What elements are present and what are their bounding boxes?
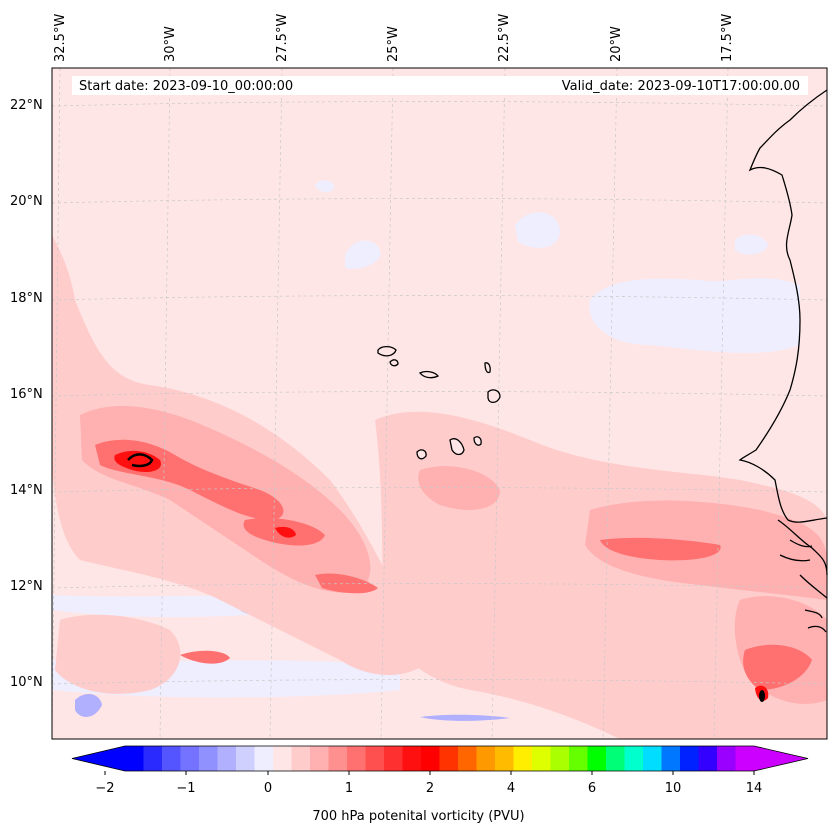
colorbar-swatch — [587, 746, 607, 771]
colorbar-swatch — [236, 746, 255, 771]
colorbar-swatch — [495, 746, 514, 771]
lat-label: 20°N — [10, 194, 43, 209]
valid-date-label: Valid_date: 2023-09-10T17:00:00.00 — [561, 79, 800, 94]
pv-positive-peak — [114, 450, 769, 701]
colorbar-outline — [71, 745, 809, 772]
colorbar-swatch — [143, 746, 163, 771]
colorbar-swatch — [624, 746, 644, 771]
colorbar-swatch — [273, 746, 292, 771]
colorbar-tick-label: 2 — [425, 781, 435, 796]
map-frame — [51, 67, 828, 740]
colorbar-swatch — [513, 746, 533, 771]
colorbar-extend-low — [72, 746, 125, 771]
lat-label: 18°N — [10, 291, 43, 306]
islands — [377, 345, 501, 460]
colorbar-swatch — [661, 746, 681, 771]
header-box — [72, 76, 808, 95]
colorbar-swatch — [199, 746, 218, 771]
colorbar-swatch — [569, 746, 588, 771]
lat-label: 12°N — [10, 579, 43, 594]
lon-label: 25°W — [386, 26, 401, 62]
pv-peak-contour — [127, 453, 154, 468]
colorbar-swatch — [458, 746, 477, 771]
lon-label: 32.5°W — [53, 13, 68, 62]
colorbar — [71, 745, 809, 775]
colorbar-tick-label: −1 — [176, 781, 196, 796]
colorbar-title: 700 hPa potenital vorticity (PVU) — [312, 809, 525, 824]
colorbar-swatch — [125, 746, 144, 771]
colorbar-swatch — [606, 746, 625, 771]
colorbar-swatch — [717, 746, 736, 771]
colorbar-swatch — [347, 746, 366, 771]
gridlines — [51, 67, 828, 740]
colorbar-tick-label: 4 — [506, 781, 516, 796]
colorbar-tick-label: −2 — [95, 781, 115, 796]
lon-label: 27.5°W — [275, 13, 290, 62]
colorbar-tick-label: 1 — [344, 781, 354, 796]
lat-label: 10°N — [10, 675, 43, 690]
colorbar-tick-label: 14 — [745, 781, 763, 796]
colorbar-swatch — [532, 746, 551, 771]
colorbar-swatch — [328, 746, 348, 771]
colorbar-swatch — [643, 746, 662, 771]
colorbar-swatch — [735, 746, 755, 771]
colorbar-tick-label: 6 — [587, 781, 597, 796]
colorbar-swatch — [217, 746, 237, 771]
pv-peak-marker — [759, 690, 765, 702]
colorbar-swatch — [550, 746, 570, 771]
colorbar-swatch — [310, 746, 329, 771]
colorbar-swatch — [439, 746, 459, 771]
lat-label: 22°N — [10, 98, 43, 113]
colorbar-extend-high — [754, 746, 808, 771]
lat-label: 16°N — [10, 387, 43, 402]
colorbar-swatch — [476, 746, 496, 771]
start-date-label: Start date: 2023-09-10_00:00:00 — [79, 79, 294, 94]
lon-label: 20°W — [609, 26, 624, 62]
colorbar-swatch — [291, 746, 311, 771]
lon-label: 30°W — [163, 26, 178, 62]
colorbar-swatch — [365, 746, 385, 771]
colorbar-tick-label: 10 — [664, 781, 682, 796]
lat-label: 14°N — [10, 483, 43, 498]
lon-label: 17.5°W — [720, 13, 735, 62]
colorbar-swatch — [254, 746, 274, 771]
colorbar-swatch — [698, 746, 718, 771]
colorbar-swatch — [680, 746, 699, 771]
colorbar-swatch — [421, 746, 440, 771]
colorbar-swatch — [162, 746, 181, 771]
colorbar-swatch — [180, 746, 200, 771]
coastline — [738, 89, 828, 633]
lon-label: 22.5°W — [497, 13, 512, 62]
colorbar-tick-label: 0 — [263, 781, 273, 796]
colorbar-swatch — [384, 746, 403, 771]
colorbar-swatch — [402, 746, 422, 771]
